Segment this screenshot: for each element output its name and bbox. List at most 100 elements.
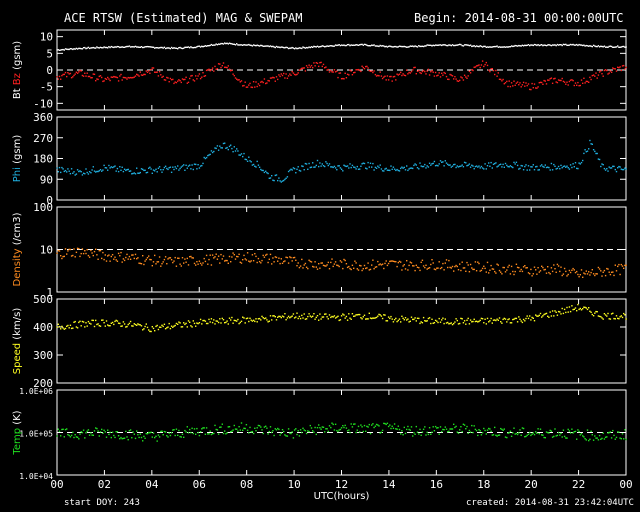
density-point [606,267,608,270]
density-point [88,256,91,258]
temp-point [615,436,618,439]
speed-point [536,315,538,317]
temp-point [373,426,375,429]
phi-point [457,166,460,168]
phi-point [284,178,286,181]
density-point [151,265,153,267]
mag-point [342,77,344,80]
mag-point [612,46,614,48]
density-point [344,259,346,262]
temp-point [302,427,304,429]
mag-point [501,46,503,48]
mag-point [108,46,110,48]
temp-point [392,427,395,429]
speed-point [549,311,551,313]
phi-point [608,166,610,168]
temp-point [490,430,492,432]
temp-point [236,428,238,430]
density-point [504,271,507,273]
x-tick-label: 04 [145,478,159,491]
density-point [67,250,69,252]
temp-point [360,424,362,426]
speed-point [460,317,462,320]
phi-ytick-label: 90 [40,173,53,186]
mag-point [326,69,328,71]
temp-point [532,432,534,434]
density-point [583,272,585,274]
mag-point [146,71,149,73]
density-point [97,258,99,260]
temp-point [357,425,360,428]
temp-point [64,428,67,431]
temp-point [121,438,123,440]
density-point [179,263,181,265]
mag-point [85,47,87,50]
temp-point [127,439,129,441]
density-point [604,274,607,277]
temp-point [471,424,473,427]
mag-point [302,46,304,48]
mag-point [615,70,618,72]
phi-point [332,166,334,169]
density-point [485,271,487,273]
mag-point [310,64,313,67]
temp-point [307,430,309,432]
mag-point [332,71,334,73]
mag-point [145,70,147,72]
temp-point [426,431,428,434]
mag-point [219,43,221,45]
speed-point [354,315,356,317]
speed-point [246,317,249,319]
temp-point [362,430,364,433]
mag-point [410,70,413,73]
mag-point [516,45,519,47]
mag-point [152,67,155,69]
phi-point [577,167,579,170]
mag-point [488,69,490,71]
mag-point [392,46,395,48]
mag-point [422,45,425,48]
mag-point [363,43,366,46]
density-point [61,257,63,260]
temp-point [543,436,545,439]
speed-point [620,315,622,317]
mag-point [201,76,203,78]
phi-point [549,169,551,171]
mag-point [150,68,152,71]
temp-point [536,432,538,434]
density-point [81,248,84,250]
density-point [421,259,424,261]
mag-point [210,69,213,71]
speed-point [97,323,99,325]
density-point [244,258,246,260]
phi-point [606,168,608,170]
density-point [131,254,133,256]
density-ytick-label: 100 [33,201,53,214]
mag-point [99,75,102,77]
phi-point [412,167,414,170]
speed-point [185,322,187,325]
mag-point [224,42,226,44]
density-point [390,260,392,262]
temp-point [157,434,160,436]
mag-ylabel-part: Bz [12,73,23,88]
density-point [127,258,129,260]
temp-point [330,426,332,429]
mag-point [257,83,260,85]
temp-point [239,429,241,431]
phi-point [479,167,481,169]
phi-point [170,171,173,173]
mag-point [74,48,76,50]
speed-point [538,314,540,317]
temp-point [580,433,583,435]
temp-point [151,436,153,438]
phi-point [625,168,627,170]
mag-point [386,75,389,77]
speed-point [469,319,472,321]
density-point [395,261,397,263]
phi-point [326,162,328,165]
mag-point [607,46,609,48]
density-point [286,256,289,259]
mag-point [568,44,571,46]
mag-point [93,47,96,49]
